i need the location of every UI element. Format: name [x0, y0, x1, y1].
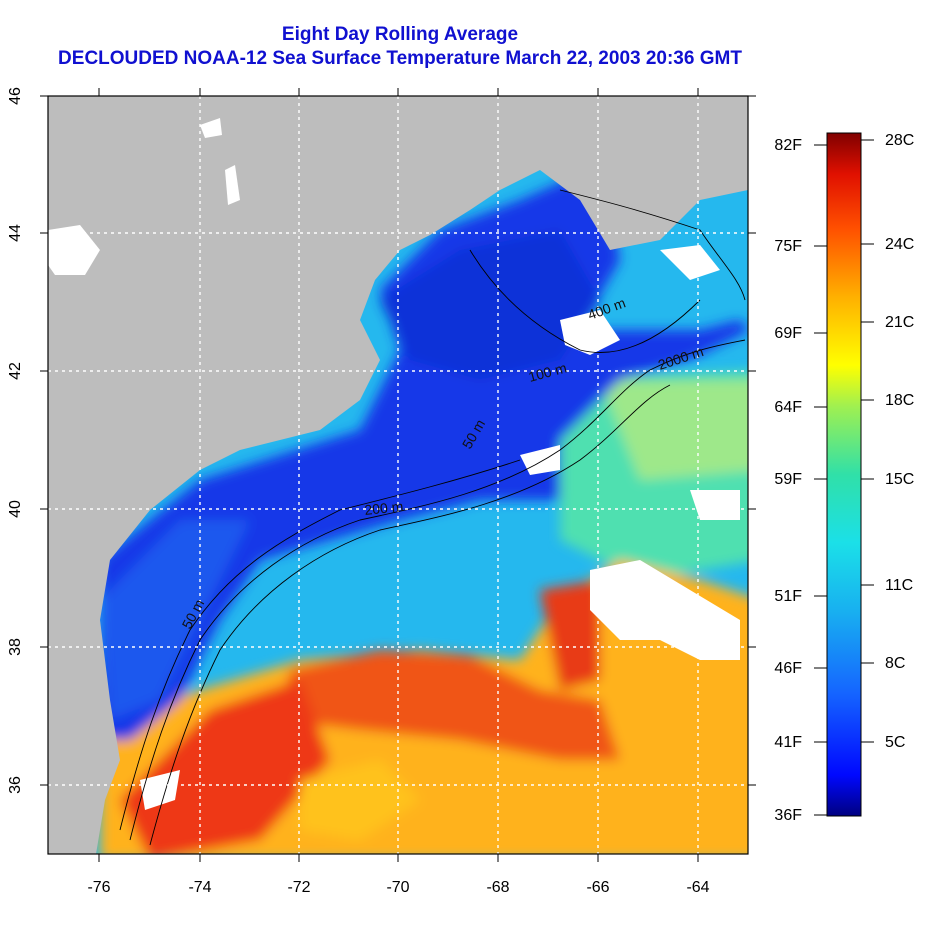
f-label: 36F	[774, 807, 802, 824]
map-area: 50 m 200 m 100 m 400 m 2000 m 50 m	[48, 96, 748, 854]
celsius-ticks	[861, 139, 874, 743]
lon-label: -74	[188, 879, 211, 896]
lon-label: -70	[386, 879, 409, 896]
lon-label: -66	[586, 879, 609, 896]
land-mass	[48, 96, 748, 854]
f-label: 75F	[774, 238, 802, 255]
c-label: 28C	[885, 132, 914, 149]
f-label: 64F	[774, 399, 802, 416]
lat-label: 40	[7, 500, 24, 518]
lon-label: -68	[486, 879, 509, 896]
bathymetry-contours	[119, 189, 746, 846]
warm-eddy-yellow	[300, 760, 420, 840]
c-label: 24C	[885, 236, 914, 253]
lon-label: -64	[686, 879, 709, 896]
c-label: 8C	[885, 655, 905, 672]
f-label: 82F	[774, 137, 802, 154]
f-label: 69F	[774, 325, 802, 342]
nova-scotia	[620, 100, 748, 195]
latitude-labels: 36 38 40 42 44 46	[7, 87, 24, 794]
f-label: 51F	[774, 588, 802, 605]
f-label: 59F	[774, 471, 802, 488]
lat-label: 44	[7, 224, 24, 242]
axis-ticks	[40, 88, 756, 862]
lat-label: 38	[7, 638, 24, 656]
temperature-colorbar	[826, 132, 862, 817]
c-label: 5C	[885, 734, 905, 751]
map-title: Eight Day Rolling Average	[281, 24, 519, 45]
lake-patch	[48, 225, 100, 275]
contour-label-200m: 200 m	[364, 498, 404, 518]
c-label: 18C	[885, 392, 914, 409]
lat-label: 36	[7, 776, 24, 794]
gulf-stream-south	[120, 680, 330, 854]
inland-lake-2	[225, 165, 240, 205]
mid-atlantic-bight	[100, 520, 250, 720]
gulf-of-maine	[380, 230, 600, 380]
c-label: 21C	[885, 314, 914, 331]
graticule	[48, 96, 748, 854]
c-label: 15C	[885, 471, 914, 488]
f-label: 46F	[774, 660, 802, 677]
f-label: 41F	[774, 734, 802, 751]
longitude-labels: -76 -74 -72 -70 -68 -66 -64	[87, 879, 709, 896]
inland-lake	[200, 118, 222, 138]
lat-label: 42	[7, 362, 24, 380]
gulf-stream-meander	[540, 580, 600, 690]
c-label: 11C	[885, 577, 913, 594]
gulf-stream-core	[280, 650, 620, 760]
fahrenheit-scale: 82F 75F 69F 64F 59F 51F 46F 41F 36F	[774, 137, 802, 824]
lon-label: -72	[287, 879, 310, 896]
celsius-scale: 28C 24C 21C 18C 15C 11C 8C 5C	[885, 132, 914, 751]
lat-label: 46	[7, 87, 24, 105]
lon-label: -76	[87, 879, 110, 896]
warm-core-green	[600, 380, 748, 480]
fahrenheit-ticks	[814, 144, 827, 816]
map-subtitle: DECLOUDED NOAA-12 Sea Surface Temperatur…	[58, 48, 742, 69]
